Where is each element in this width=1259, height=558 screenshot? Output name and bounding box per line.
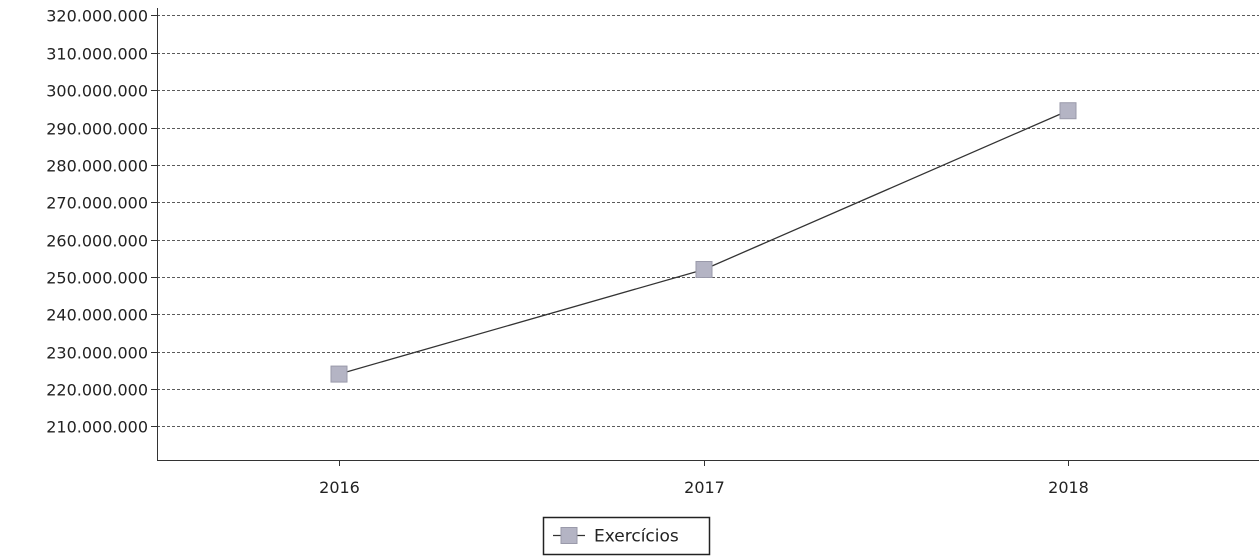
y-tick-label: 230.000.000 (46, 344, 148, 363)
y-tick-label: 310.000.000 (46, 45, 148, 64)
y-tick-label: 250.000.000 (46, 269, 148, 288)
legend: Exercícios (542, 516, 711, 556)
y-tick-label: 320.000.000 (46, 7, 148, 26)
legend-marker-swatch (560, 527, 578, 544)
x-axis-ticks: 2016 2017 2018 (319, 460, 1089, 497)
gridlines (157, 15, 1259, 427)
y-tick-label: 240.000.000 (46, 306, 148, 325)
x-tick-label: 2016 (319, 478, 360, 497)
y-tick-label: 280.000.000 (46, 157, 148, 176)
legend-label: Exercícios (594, 527, 679, 547)
series-exercicios (330, 102, 1077, 383)
data-point-2017 (695, 260, 713, 278)
y-tick-label: 270.000.000 (46, 194, 148, 213)
data-point-2016 (330, 365, 348, 383)
y-axis-ticks: 210.000.000 220.000.000 230.000.000 240.000… (46, 7, 157, 437)
axes (157, 8, 1259, 461)
x-tick-label: 2018 (1048, 478, 1089, 497)
y-tick-label: 300.000.000 (46, 82, 148, 101)
y-tick-label: 290.000.000 (46, 120, 148, 139)
y-tick-label: 220.000.000 (46, 381, 148, 400)
x-tick-label: 2017 (684, 478, 725, 497)
data-point-2018 (1059, 102, 1077, 120)
series-line (338, 110, 1069, 375)
y-tick-label: 210.000.000 (46, 418, 148, 437)
y-tick-label: 260.000.000 (46, 232, 148, 251)
